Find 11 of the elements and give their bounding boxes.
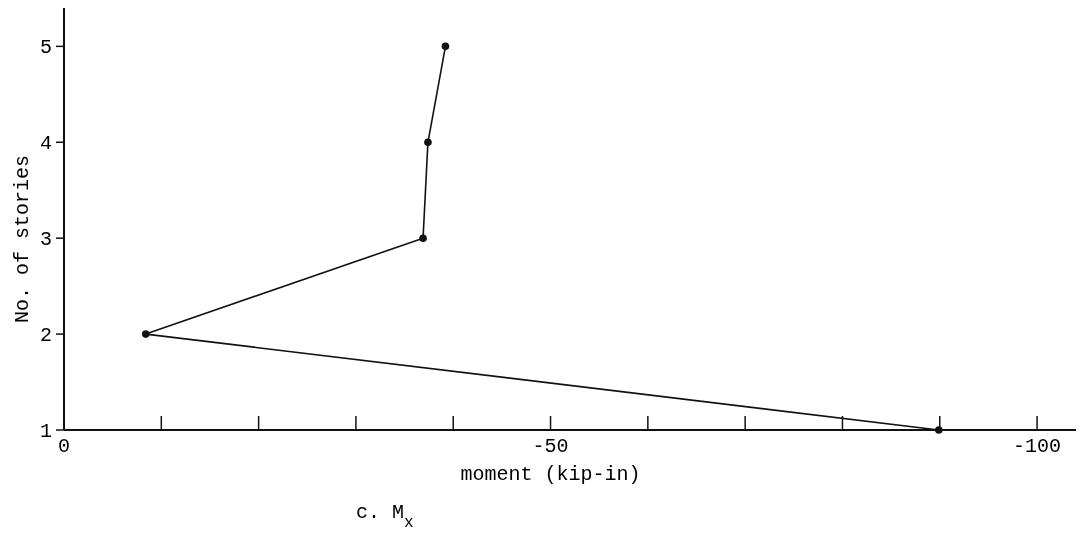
- y-tick-label: 4: [39, 132, 52, 156]
- x-tick-label: -50: [532, 435, 569, 458]
- x-tick-label: -100: [1013, 435, 1062, 458]
- y-tick-label: 1: [39, 420, 52, 443]
- y-tick-label: 3: [39, 228, 52, 252]
- y-tick-label: 2: [39, 324, 52, 348]
- x-axis-title: moment (kip-in): [460, 463, 641, 486]
- text: c. M$_{x}$: [355, 501, 414, 532]
- x-tick-label: 0: [57, 435, 71, 458]
- y-tick-label: 5: [39, 36, 52, 60]
- y-axis-title: No. of stories: [11, 154, 34, 324]
